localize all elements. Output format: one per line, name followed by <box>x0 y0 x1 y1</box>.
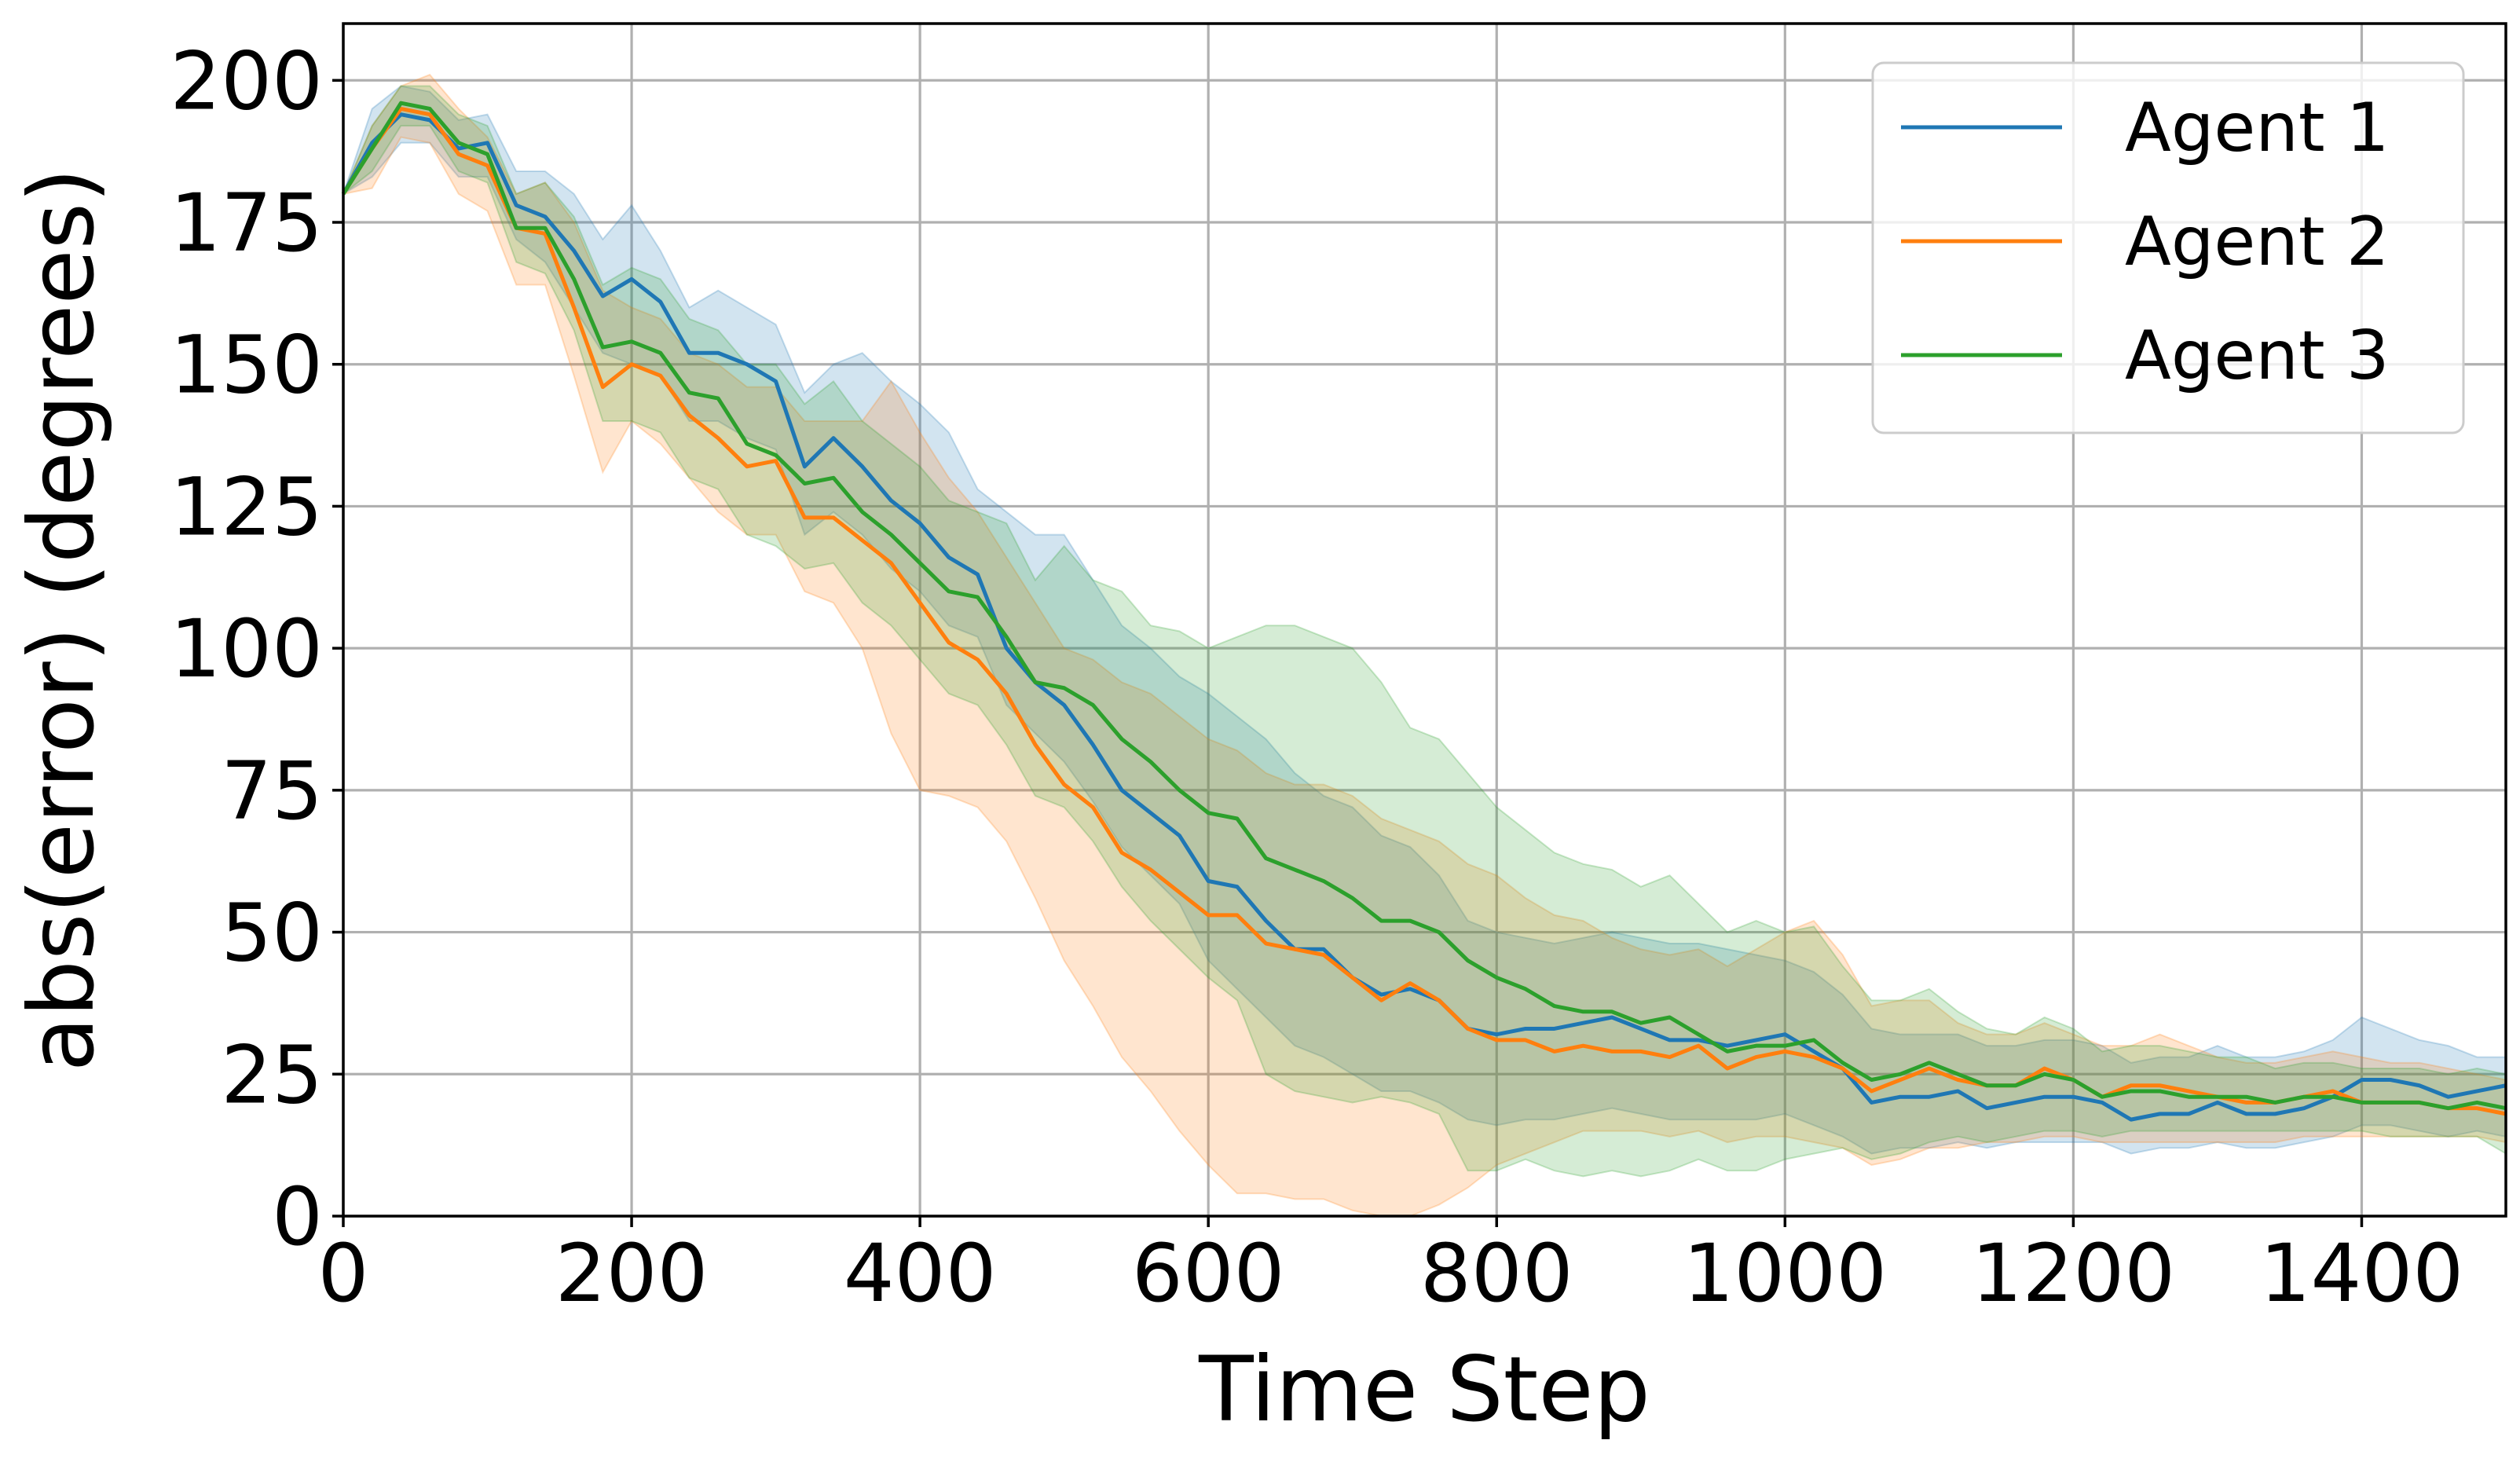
legend-label-agent-3: Agent 3 <box>2125 317 2390 395</box>
series-line-agent-2 <box>341 106 2507 1116</box>
axis-ticks: 0 200 400 600 800 1000 1200 1400 0 25 50 75 100 125 15… <box>170 35 2463 1321</box>
legend-items: Agent 1 Agent 2 Agent 3 <box>1901 89 2390 395</box>
x-tick-label: 1200 <box>1972 1227 2176 1321</box>
y-tick-label: 100 <box>170 603 323 696</box>
x-tick-label: 1000 <box>1683 1227 1888 1321</box>
y-axis-title: abs(error) (degrees) <box>9 168 114 1072</box>
grid <box>342 24 2506 1218</box>
legend-label-agent-1: Agent 1 <box>2125 89 2390 167</box>
series-line-agent-1 <box>341 112 2507 1122</box>
y-tick-label: 25 <box>221 1028 323 1122</box>
legend-box <box>1871 61 2465 434</box>
y-tick-label: 150 <box>170 319 323 412</box>
series-line-agent-3 <box>341 101 2507 1111</box>
x-tick-label: 400 <box>844 1227 997 1321</box>
x-tick-label: 0 <box>318 1227 369 1321</box>
legend: Agent 1 Agent 2 Agent 3 <box>1871 61 2465 434</box>
x-tick-label: 800 <box>1420 1227 1573 1321</box>
y-tick-label: 75 <box>221 745 323 838</box>
y-tick-label: 0 <box>272 1171 323 1264</box>
legend-label-agent-2: Agent 2 <box>2125 203 2390 281</box>
x-tick-label: 1400 <box>2260 1227 2464 1321</box>
plot-area-frame <box>342 22 2507 1218</box>
y-tick-label: 50 <box>221 887 323 980</box>
y-tick-label: 125 <box>170 460 323 554</box>
y-tick-label: 200 <box>170 35 323 128</box>
y-tick-label: 175 <box>170 177 323 270</box>
x-tick-label: 600 <box>1132 1227 1285 1321</box>
x-axis-title: Time Step <box>1198 1337 1650 1442</box>
x-tick-label: 200 <box>555 1227 709 1321</box>
series-lines <box>341 101 2507 1122</box>
